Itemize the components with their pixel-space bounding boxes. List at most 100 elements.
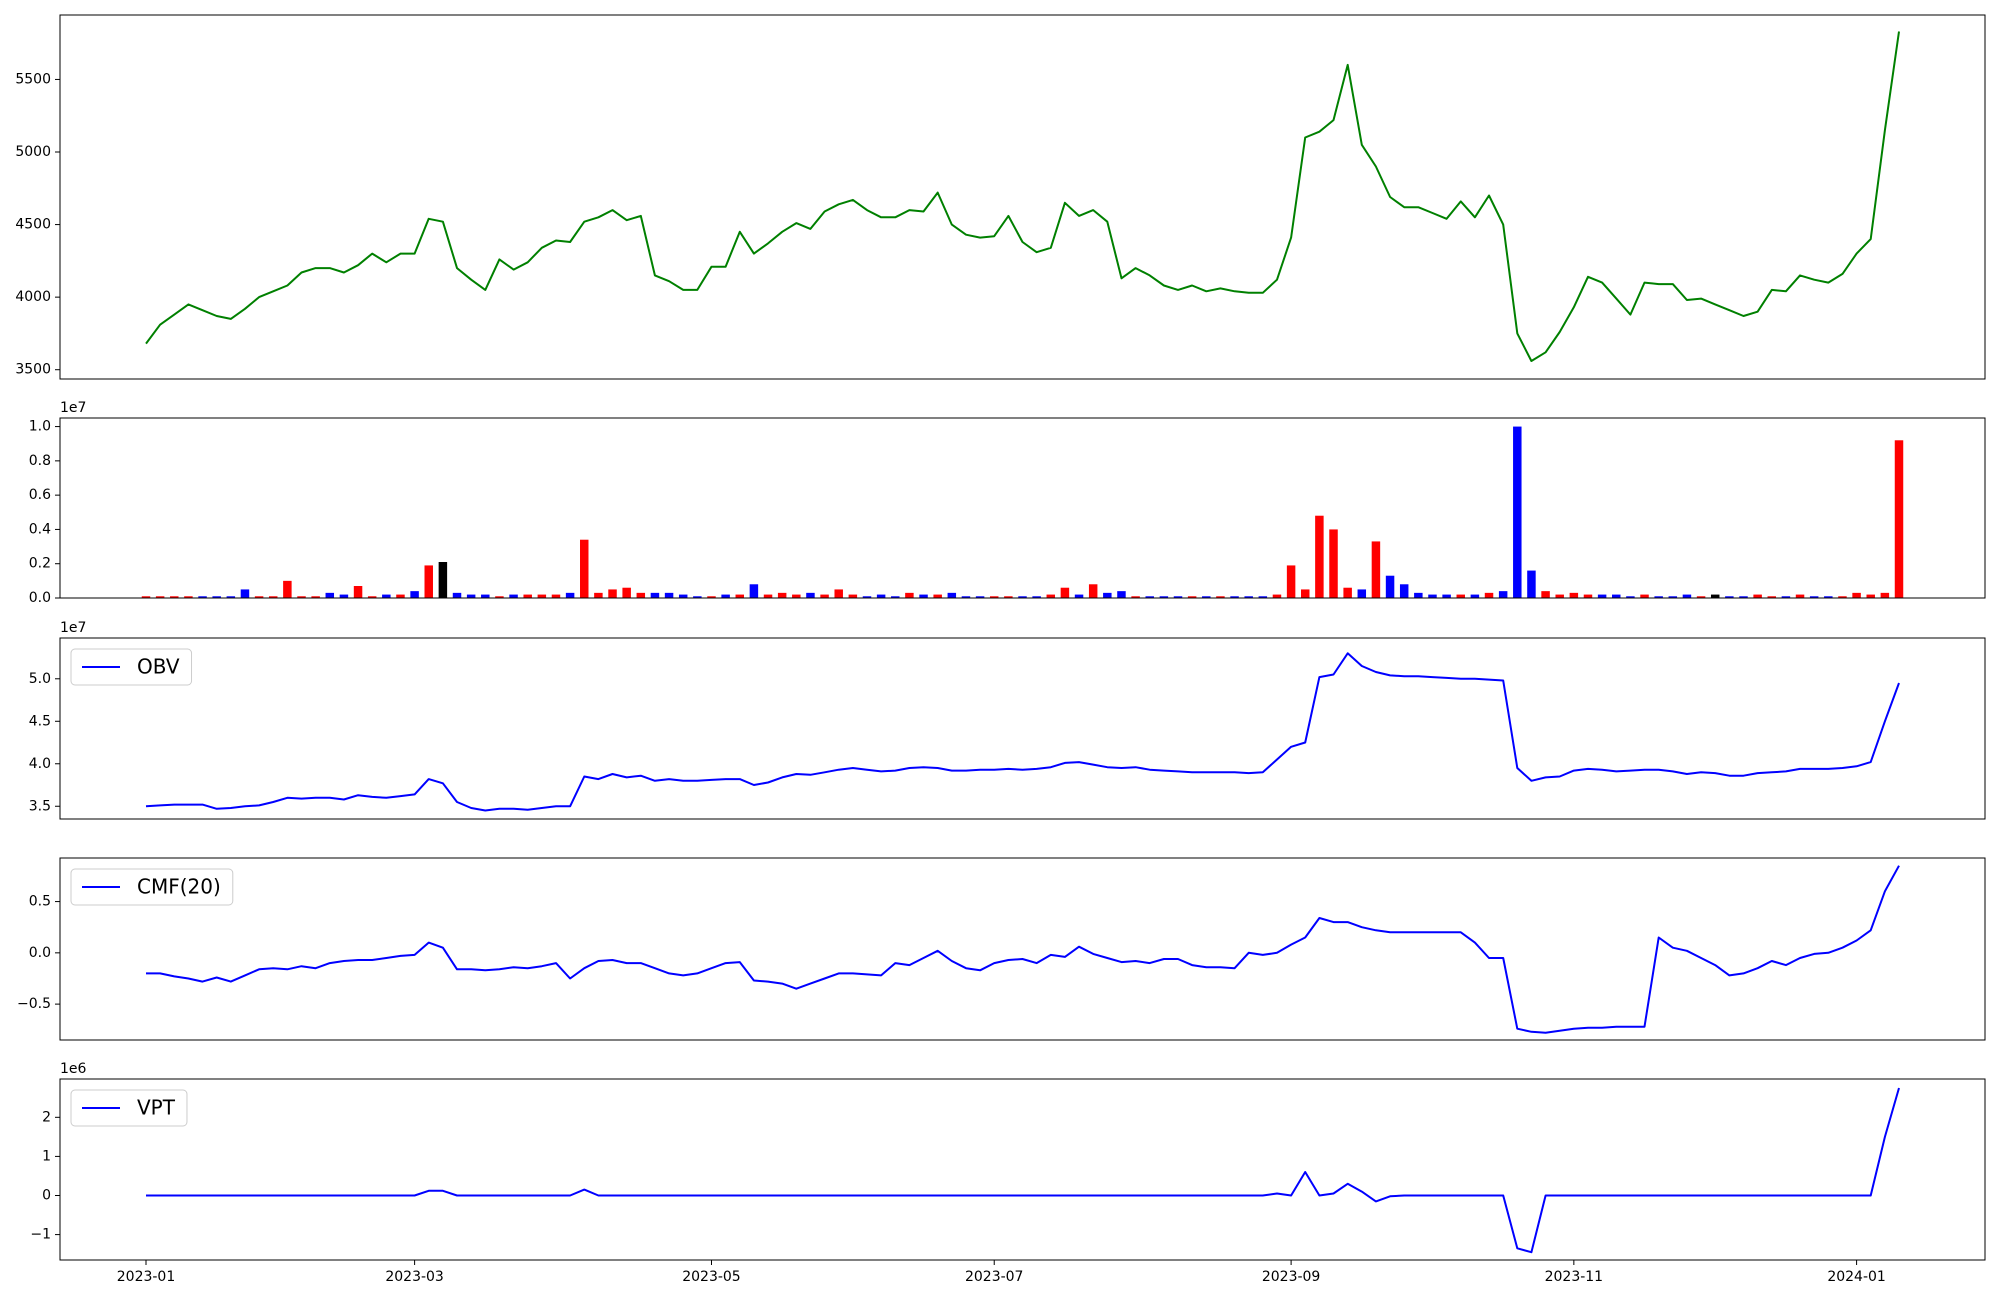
bar — [1654, 596, 1663, 598]
bar — [537, 594, 547, 598]
bar — [1004, 596, 1013, 598]
bar — [1103, 592, 1112, 598]
bar — [523, 594, 532, 598]
bar — [184, 596, 193, 598]
bar — [198, 596, 207, 598]
y-tick-label: 0 — [42, 1187, 51, 1203]
bar — [1894, 440, 1904, 598]
line — [145, 31, 1900, 362]
bar — [1131, 596, 1140, 598]
bar — [792, 594, 801, 598]
bar — [297, 596, 306, 598]
bar — [1852, 592, 1861, 598]
bar — [1838, 596, 1847, 598]
bar — [1173, 596, 1183, 598]
bar — [1753, 594, 1762, 598]
bar — [141, 596, 151, 598]
bar — [806, 592, 815, 598]
y-tick-label: 4500 — [15, 217, 51, 233]
bar — [905, 592, 914, 598]
bar — [410, 591, 419, 598]
bar — [664, 592, 674, 598]
bar — [1781, 596, 1791, 598]
axes-frame — [59, 857, 1986, 1041]
bar — [678, 594, 688, 598]
bar — [466, 594, 476, 598]
bar — [1060, 587, 1070, 598]
bar — [1046, 594, 1056, 598]
bar — [424, 565, 433, 598]
bar — [1414, 592, 1423, 598]
bar — [608, 589, 617, 598]
bar — [777, 592, 787, 598]
bar — [1555, 594, 1564, 598]
bar — [1696, 596, 1706, 598]
bar — [707, 596, 716, 598]
bar — [1597, 594, 1607, 598]
bar — [721, 594, 730, 598]
bar — [1301, 589, 1310, 598]
bar — [353, 586, 363, 598]
bar — [1343, 587, 1352, 598]
axis-offset: 1e7 — [60, 400, 86, 416]
axis-offset: 1e7 — [60, 620, 86, 636]
bar — [820, 594, 829, 598]
bar — [452, 592, 462, 598]
axis-offset: 1e6 — [60, 1061, 87, 1077]
bar — [339, 594, 349, 598]
bar — [1187, 596, 1197, 598]
line — [145, 652, 1900, 812]
y-tick-label: 5500 — [15, 71, 51, 87]
bar — [1088, 584, 1098, 598]
bar — [1074, 594, 1084, 598]
bar — [749, 584, 759, 598]
bar — [170, 596, 179, 598]
legend: VPT — [70, 1089, 188, 1127]
bar — [1315, 515, 1324, 598]
y-tick-label: 4000 — [15, 289, 51, 305]
bar — [989, 596, 999, 598]
x-tick-label: 2023-09 — [1262, 1269, 1321, 1285]
axes-frame — [59, 637, 1986, 820]
x-tick-label: 2023-03 — [385, 1269, 444, 1285]
y-tick-label: 4.0 — [29, 756, 51, 772]
x-tick-label: 2023-01 — [117, 1269, 176, 1285]
line — [146, 1087, 1900, 1254]
y-tick-label: 0.8 — [29, 453, 51, 469]
bar — [1399, 584, 1409, 598]
bar — [1371, 541, 1381, 598]
bar — [763, 594, 773, 598]
bar — [1527, 570, 1536, 598]
bar — [1767, 596, 1777, 598]
legend: OBV — [70, 648, 193, 686]
bar — [1145, 596, 1154, 598]
y-tick-label: 3500 — [15, 362, 51, 378]
bar — [1824, 596, 1833, 598]
bar — [551, 594, 561, 598]
bar — [1668, 596, 1678, 598]
bar — [834, 589, 843, 598]
bar — [509, 594, 518, 598]
bar — [254, 596, 264, 598]
bar — [1640, 594, 1649, 598]
bar — [481, 594, 490, 598]
bar — [1795, 594, 1805, 598]
y-tick-label: 0.6 — [29, 487, 51, 503]
bar — [1117, 591, 1126, 598]
axes-frame — [59, 417, 1986, 599]
x-tick-label: 2024-01 — [1827, 1269, 1886, 1285]
bar — [1725, 596, 1734, 598]
bar — [396, 594, 405, 598]
bar — [876, 594, 886, 598]
bar — [1498, 591, 1508, 598]
bar — [1286, 565, 1296, 598]
bar — [367, 596, 377, 598]
legend-box — [70, 648, 193, 686]
bar — [1258, 596, 1268, 598]
bar — [1357, 589, 1367, 598]
bar — [933, 594, 942, 598]
y-tick-label: −0.5 — [17, 996, 51, 1012]
bar — [438, 562, 448, 598]
bar — [1216, 596, 1225, 598]
